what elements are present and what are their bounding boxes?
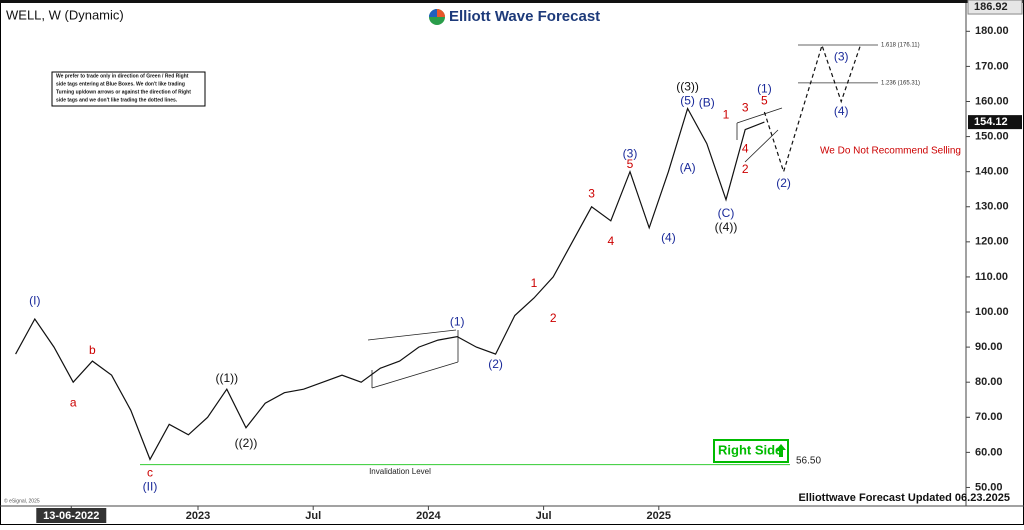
- wave-label: 3: [742, 101, 749, 115]
- y-tick-label: 130.00: [975, 201, 1009, 213]
- wave-label: (1): [450, 315, 465, 329]
- y-tick-label: 110.00: [975, 271, 1008, 283]
- wave-label: (C): [718, 206, 735, 220]
- x-tick-label: Jul: [305, 510, 321, 522]
- x-tick-label: 2025: [647, 510, 671, 522]
- chart-title: WELL, W (Dynamic): [6, 7, 124, 22]
- wave-label: ((2)): [235, 436, 258, 450]
- wave-label: (II): [143, 480, 158, 494]
- wave-label: 2: [742, 162, 749, 176]
- last-price-box: [968, 115, 1022, 130]
- wave-label: 5: [761, 94, 768, 108]
- wave-label: (2): [776, 176, 791, 190]
- signal-text: Right Side: [718, 442, 782, 457]
- wave-label: (B): [699, 95, 715, 109]
- y-tick-label: 100.00: [975, 306, 1009, 318]
- copyright: © eSignal, 2025: [4, 497, 40, 504]
- note-line: side tags entering at Blue Boxes. We don…: [56, 81, 185, 87]
- top-bar: [0, 0, 1024, 3]
- wave-label: 1: [723, 108, 730, 122]
- y-tick-label: 70.00: [975, 411, 1003, 423]
- y-tick-label: 180.00: [975, 25, 1009, 37]
- x-tick-label: Jul: [536, 510, 552, 522]
- channel-line: [367, 329, 457, 341]
- last-price: 154.12: [974, 116, 1008, 128]
- wave-label: (3): [623, 146, 638, 160]
- y-tick-label: 90.00: [975, 341, 1003, 353]
- channel-line: [371, 361, 459, 389]
- note-line: We prefer to trade only in direction of …: [56, 73, 189, 79]
- x-tick-highlight: [36, 508, 107, 523]
- note: We prefer to trade only in direction of …: [56, 73, 191, 103]
- y-tick-label: 80.00: [975, 376, 1003, 388]
- brand: Elliott Wave Forecast: [449, 8, 600, 25]
- y-tick-label: 170.00: [975, 60, 1009, 72]
- wave-label: c: [147, 466, 153, 480]
- footer: Elliottwave Forecast Updated 06.23.2025: [798, 492, 1010, 504]
- y-tick-label: 120.00: [975, 236, 1009, 248]
- wave-label: 5: [627, 157, 634, 171]
- invalidation-label: Invalidation Level: [369, 467, 431, 476]
- signal-box: [713, 439, 789, 463]
- wave-label: (2): [488, 357, 503, 371]
- warning-text: We Do Not Recommend Selling: [820, 146, 961, 157]
- triangle-line: [736, 107, 783, 124]
- brand-logo: Elliott Wave Forecast: [429, 8, 600, 25]
- logo-icon: [429, 9, 437, 17]
- projection-line: [763, 43, 861, 174]
- x-tick-label: 2024: [416, 510, 441, 522]
- wave-label: ((3)): [676, 80, 699, 94]
- x-tick-label: 2023: [186, 510, 210, 522]
- logo-icon: [437, 9, 445, 17]
- y-tick-label: 140.00: [975, 166, 1009, 178]
- wave-label: ((1)): [215, 371, 238, 385]
- y-tick-label: 50.00: [975, 481, 1003, 493]
- y-tick-label: 150.00: [975, 130, 1009, 142]
- wave-label: 3: [588, 187, 595, 201]
- fib-label: 1.618 (176.11): [881, 43, 920, 49]
- wave-label: 2: [550, 311, 557, 325]
- note-line: side tags and we don't like trading the …: [56, 97, 178, 103]
- y-tick-label: 60.00: [975, 446, 1003, 458]
- wave-label: (3): [834, 49, 849, 63]
- fib-label: 1.236 (165.31): [881, 80, 920, 86]
- wave-label: (4): [834, 104, 849, 118]
- wave-label: a: [70, 395, 77, 409]
- invalidation-value: 56.50: [796, 455, 821, 466]
- wave-label: (4): [661, 231, 676, 245]
- wave-label: (A): [680, 160, 696, 174]
- price-scale-top-box: [967, 0, 1023, 15]
- note-line: Turning up/down arrows or against the di…: [56, 89, 191, 95]
- wave-label: 4: [742, 141, 749, 155]
- note-box: [51, 71, 206, 107]
- wave-label: b: [89, 343, 96, 357]
- signal-arrow: [776, 444, 786, 457]
- wave-label: 1: [531, 276, 538, 290]
- wave-label: (1): [757, 81, 772, 95]
- y-tick-label: 160.00: [975, 95, 1009, 107]
- wave-label: ((4)): [715, 220, 738, 234]
- x-tick-label: 13-06-2022: [43, 510, 99, 522]
- price-line: [15, 106, 765, 461]
- wave-label: (I): [29, 294, 40, 308]
- wave-label: (5): [680, 94, 695, 108]
- price-scale-top: 186.92: [974, 1, 1008, 13]
- wave-label: 4: [607, 234, 614, 248]
